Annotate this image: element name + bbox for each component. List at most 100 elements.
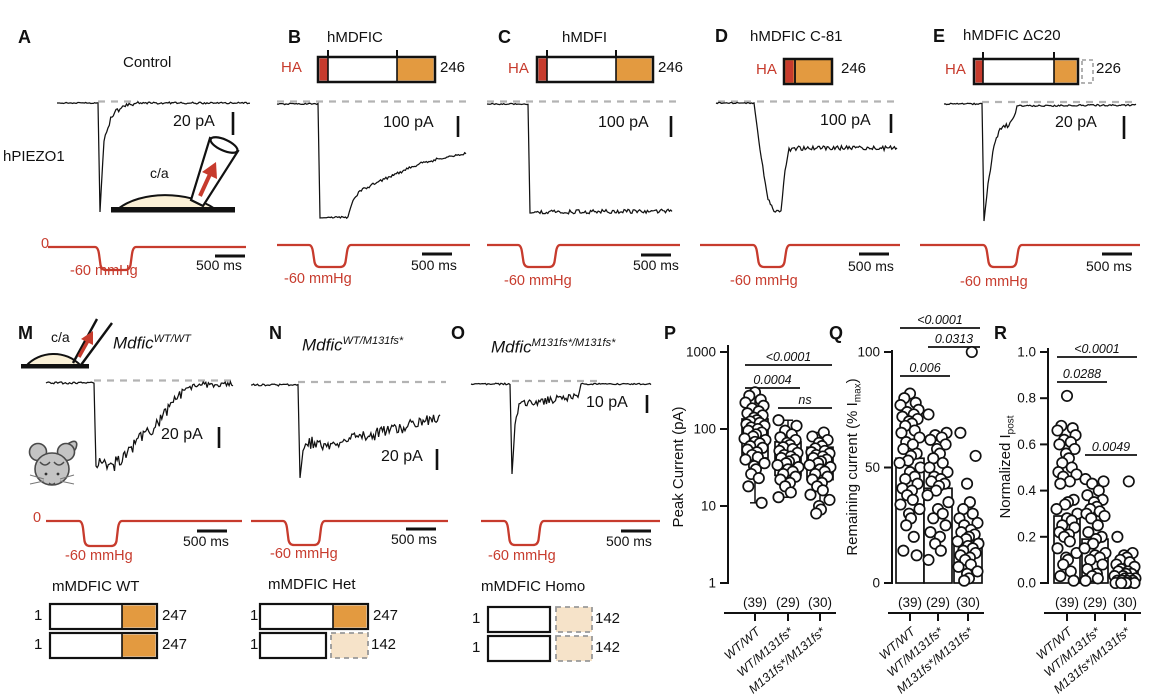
- data-point: [895, 426, 908, 439]
- length-label-d: 246: [841, 60, 867, 77]
- pressure-label-c: -60 mmHg: [504, 273, 572, 289]
- data-point: [927, 512, 940, 525]
- panel-title-d: hMDFIC C-81: [750, 28, 843, 45]
- row-end: 247: [162, 607, 188, 624]
- length-label-e: 226: [1096, 60, 1122, 77]
- genotype-superscript: M131fs*/M131fs*: [531, 337, 616, 349]
- y-tick-label: 100: [857, 345, 880, 360]
- y-tick-label: 0.2: [1017, 529, 1036, 544]
- data-point: [1098, 509, 1111, 523]
- current-scale-e: 20 pA: [1055, 114, 1097, 131]
- pressure-label-a: -60 mmHg: [70, 263, 138, 279]
- data-point: [1051, 424, 1064, 437]
- data-point: [951, 535, 964, 548]
- current-scale-m: 20 pA: [161, 426, 203, 443]
- data-point: [772, 491, 785, 504]
- pipette-cell-inset-a: [111, 136, 240, 213]
- data-point: [810, 507, 823, 520]
- data-point: [823, 493, 836, 506]
- data-point: [906, 493, 919, 506]
- cell-label-hpiezo1: hPIEZO1: [3, 148, 65, 165]
- y-tick-label: 100: [693, 422, 716, 437]
- panel-title-e: hMDFIC ΔC20: [963, 27, 1061, 44]
- pressure-trace: [920, 243, 1140, 269]
- y-tick-label: 1: [708, 576, 716, 591]
- row-start: 1: [472, 639, 481, 656]
- data-point: [942, 496, 955, 509]
- panel-title-a: Control: [123, 54, 172, 71]
- data-point: [936, 507, 949, 520]
- data-point: [1050, 503, 1063, 516]
- genotype-label-o: MdficM131fs*/M131fs*: [491, 337, 616, 357]
- row-start: 1: [34, 636, 43, 653]
- pressure-label-b: -60 mmHg: [284, 271, 352, 287]
- row-end: 142: [595, 610, 621, 627]
- time-scale-e: 500 ms: [1086, 258, 1132, 274]
- data-point: [1063, 535, 1076, 548]
- n-count-label: (30): [1113, 595, 1137, 610]
- genotype-base: Mdfic: [302, 335, 343, 355]
- data-point: [958, 574, 971, 587]
- mouse-icon: [28, 440, 78, 486]
- time-scale-a: 500 ms: [196, 257, 242, 273]
- current-scale-o: 10 pA: [586, 394, 628, 411]
- data-point: [742, 480, 755, 493]
- chart-Q: <0.0001 0.0313 0.006 0 50 100 Remaining curren…: [844, 313, 985, 696]
- arrow-up-icon: [198, 171, 213, 197]
- panel-letter-c: C: [498, 27, 511, 47]
- protein-diagram-c: [535, 50, 655, 84]
- panel-letter-b: B: [288, 27, 301, 47]
- diagram-title-m: mMDFIC WT: [52, 578, 140, 595]
- protein-diagram-mmdfic-het: [258, 602, 370, 660]
- current-scale-d: 100 pA: [820, 112, 871, 129]
- data-point: [897, 544, 910, 557]
- significance-label: <0.0001: [917, 313, 963, 327]
- protein-diagram-b: [316, 50, 437, 84]
- panel-letter-d: D: [715, 26, 728, 46]
- data-point: [936, 456, 949, 469]
- significance-label: <0.0001: [1074, 342, 1120, 356]
- genotype-label-n: MdficWT/M131fs*: [302, 335, 404, 355]
- data-point: [965, 345, 978, 359]
- data-point: [784, 486, 797, 499]
- data-point: [1079, 574, 1092, 587]
- arrowhead-icon: [81, 331, 93, 345]
- protein-diagram-mmdfic-wt: [48, 602, 159, 660]
- genotype-superscript: WT/M131fs*: [342, 335, 404, 347]
- pressure-label-n: -60 mmHg: [270, 546, 338, 562]
- pressure-zero-m: 0: [33, 510, 42, 526]
- current-trace-e: [943, 102, 1137, 222]
- row-end: 142: [595, 639, 621, 656]
- n-count-label: (30): [956, 595, 980, 610]
- significance-label: 0.0313: [935, 332, 973, 346]
- data-point: [894, 498, 907, 511]
- n-count-label: (29): [776, 595, 800, 610]
- y-tick-label: 1000: [686, 345, 716, 360]
- panel-letter-o: O: [451, 323, 466, 343]
- pressure-label-d: -60 mmHg: [730, 273, 798, 289]
- data-point: [1053, 438, 1066, 451]
- pressure-trace: [481, 519, 660, 547]
- data-point: [1057, 558, 1070, 571]
- pressure-trace: [700, 243, 900, 269]
- data-point: [1060, 389, 1074, 402]
- data-point: [969, 449, 982, 462]
- data-point: [1054, 570, 1067, 583]
- length-label-c: 246: [658, 59, 684, 76]
- panel-letter-m: M: [18, 323, 33, 343]
- data-point: [1078, 542, 1091, 555]
- data-point: [1096, 558, 1109, 571]
- data-point: [803, 459, 816, 472]
- panel-letter-n: N: [269, 323, 282, 343]
- n-count-label: (39): [1055, 595, 1079, 610]
- row-end: 247: [373, 607, 399, 624]
- panel-letter-r: R: [994, 323, 1007, 343]
- y-axis-label: Peak Current (pA): [670, 407, 687, 528]
- arrowhead-icon: [202, 162, 217, 179]
- data-point: [1115, 576, 1128, 590]
- data-point: [952, 560, 965, 573]
- time-scale-n: 500 ms: [391, 531, 437, 547]
- current-scale-c: 100 pA: [598, 114, 649, 131]
